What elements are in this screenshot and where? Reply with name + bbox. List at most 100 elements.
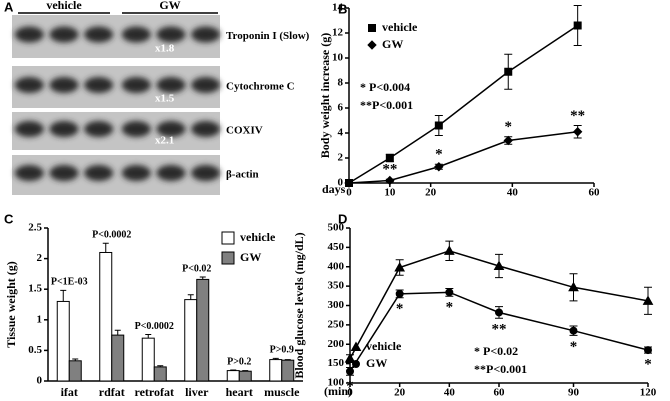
x-tick-label: 0 xyxy=(346,187,352,199)
blot-strip xyxy=(12,112,220,150)
x-tick-label: 40 xyxy=(507,187,519,199)
line xyxy=(349,291,649,372)
y-axis-label: Blood glucose levels (mg/dL) xyxy=(292,232,306,378)
y-tick-label: 2 xyxy=(37,252,43,264)
legend-label: GW xyxy=(382,37,403,51)
marker xyxy=(344,353,356,363)
y-tick-label: 450 xyxy=(328,241,345,253)
y-tick-label: 400 xyxy=(328,260,345,272)
blot-band xyxy=(14,121,44,137)
y-tick-label: 6 xyxy=(338,102,344,114)
marker xyxy=(443,245,455,255)
error-bar xyxy=(157,365,164,367)
blot-band xyxy=(84,26,114,43)
legend-swatch xyxy=(221,251,235,265)
marker xyxy=(346,367,354,376)
blot-band xyxy=(121,26,151,43)
marker xyxy=(503,135,513,146)
x-tick-label: ifat xyxy=(61,385,78,399)
p-value: P<1E-03 xyxy=(51,277,88,288)
x-tick-label: liver xyxy=(185,385,209,399)
line xyxy=(349,250,649,359)
note: **P<0.001 xyxy=(474,362,527,376)
bar xyxy=(196,278,210,382)
error-bar xyxy=(145,333,152,339)
band-label: Troponin I (Slow) xyxy=(226,30,310,42)
marker xyxy=(642,295,654,305)
x-axis-label: days xyxy=(322,182,346,196)
x-tick-label: 90 xyxy=(568,387,580,399)
significance: * xyxy=(446,300,454,316)
error-bar xyxy=(230,369,237,371)
p-value: P>0.9 xyxy=(270,345,294,356)
y-tick-label: 4 xyxy=(338,127,344,139)
marker xyxy=(434,162,444,172)
x-tick-label: 20 xyxy=(394,387,406,399)
blot-band xyxy=(121,121,151,137)
marker xyxy=(569,326,578,335)
x-tick-label: 60 xyxy=(589,187,601,199)
y-tick-label: 8 xyxy=(338,77,344,89)
significance: * xyxy=(570,339,578,355)
blot-band xyxy=(49,121,79,137)
x-tick-label: 20 xyxy=(425,187,437,199)
note: * P<0.02 xyxy=(474,344,518,358)
blot-band xyxy=(84,121,114,137)
y-tick-label: 150 xyxy=(328,357,345,369)
legend-swatch xyxy=(221,231,235,245)
y-tick-label: 1 xyxy=(37,313,43,325)
fold-label: x2.1 xyxy=(155,135,174,147)
marker xyxy=(434,121,443,130)
significance: ** xyxy=(382,162,397,178)
marker xyxy=(367,40,377,50)
significance: * xyxy=(396,301,404,317)
y-tick-label: 100 xyxy=(328,377,345,389)
y-tick-label: 12 xyxy=(332,27,344,39)
x-tick-label: 0 xyxy=(347,387,353,399)
y-tick-label: 1.5 xyxy=(28,283,42,295)
band-label: β-actin xyxy=(226,169,259,181)
marker xyxy=(385,175,395,186)
blot-band xyxy=(84,77,114,93)
marker xyxy=(368,24,376,32)
blot-band xyxy=(14,26,44,43)
y-tick-label: 0.5 xyxy=(28,344,42,356)
note: * P<0.004 xyxy=(360,80,410,94)
blot-strip xyxy=(12,15,220,58)
blot-band xyxy=(84,165,114,181)
blot-band xyxy=(191,26,221,43)
band-label: COXIV xyxy=(226,125,263,137)
panel-letter: D xyxy=(338,211,347,226)
y-axis-label: Body weight increase (g) xyxy=(318,33,332,158)
y-tick-label: 500 xyxy=(328,222,345,234)
x-tick-label: rdfat xyxy=(99,385,125,399)
significance: * xyxy=(505,119,513,135)
bar xyxy=(238,370,252,382)
x-axis-label: (min) xyxy=(324,384,352,398)
bar xyxy=(99,251,113,382)
marker xyxy=(568,281,579,292)
blot-band xyxy=(121,165,151,181)
error-bar xyxy=(114,329,121,336)
bar xyxy=(141,337,155,382)
band-label: Cytochrome C xyxy=(226,81,295,93)
error-bar xyxy=(102,242,109,253)
y-tick-label: 0 xyxy=(37,375,43,387)
bar xyxy=(184,299,198,382)
fold-label: x1.8 xyxy=(155,43,175,55)
blot-strip xyxy=(12,66,220,108)
legend-label: vehicle xyxy=(366,339,402,353)
y-tick-label: 250 xyxy=(328,318,345,330)
marker xyxy=(573,21,582,30)
bar xyxy=(68,360,82,382)
bar xyxy=(111,334,125,382)
marker xyxy=(344,178,354,188)
significance: * xyxy=(346,379,354,395)
marker xyxy=(350,341,362,351)
y-tick-label: 0 xyxy=(338,177,344,189)
blot-band xyxy=(156,121,186,137)
marker xyxy=(395,289,404,298)
bar xyxy=(226,370,240,382)
error-bar xyxy=(272,357,279,360)
